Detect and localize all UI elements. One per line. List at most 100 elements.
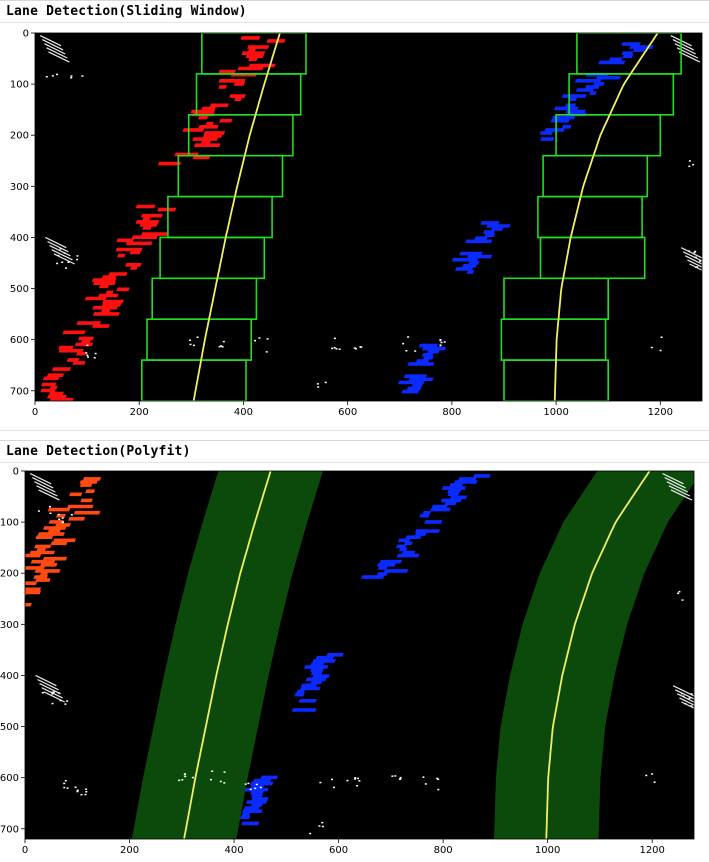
left-lane-pixel [116,238,134,243]
left-lane-pixel [30,559,56,564]
left-lane-pixel [140,213,163,218]
right-lane-pixel [490,227,504,231]
right-lane-pixel [251,794,263,798]
noise-pixel [659,349,662,352]
x-tick-label: 800 [442,407,461,418]
noise-pixel [51,693,54,695]
noise-pixel [63,786,66,789]
right-lane-pixel [424,520,443,524]
right-lane-pixel [458,477,477,481]
lane-marking-streak [664,477,686,489]
left-lane-pixel [101,275,117,279]
right-lane-pixel [622,54,634,59]
left-lane-pixel [93,281,116,285]
right-lane-pixel [401,389,420,394]
right-lane-pixel [415,359,430,363]
lane-marking-streak [43,691,65,703]
noise-pixel [68,446,70,448]
lane-marking-streak [29,473,52,485]
noise-pixel [210,778,212,781]
x-tick-label: 1000 [535,845,560,856]
noise-pixel [443,341,446,343]
lane-marking-streak [48,51,70,63]
left-lane-pixel [247,48,257,52]
x-tick-label: 1200 [639,845,664,856]
right-fit-line [545,471,651,839]
noise-pixel [41,692,44,694]
right-lane-pixel [598,60,626,65]
noise-pixel [254,339,256,342]
right-lane-pixel [426,349,440,354]
noise-pixel [51,702,54,705]
y-tick-label: 300 [0,620,19,631]
left-lane-pixel [240,36,261,40]
noise-pixel [651,773,654,775]
noise-pixel [61,261,64,263]
noise-pixel [688,697,691,699]
left-lane-pixel [58,348,84,353]
right-lane-pixel [484,233,496,237]
x-tick-label: 0 [32,407,38,418]
noise-pixel [333,347,336,349]
noise-pixel [354,777,357,779]
noise-pixel [660,336,663,338]
noise-pixel [440,341,443,344]
noise-pixel [255,783,258,786]
right-lane-pixel [291,708,317,712]
noise-pixel [650,346,653,349]
left-lane-pixel [29,550,56,555]
right-lane-pixel [621,51,634,56]
left-lane-pixel [52,538,77,543]
left-fit-line [183,471,272,839]
left-lane-pixel [58,345,74,350]
left-lane-pixel [80,498,93,503]
left-lane-pixel [116,287,130,292]
polyfit-title-bar: Lane Detection(Polyfit) [0,440,709,463]
noise-pixel [178,779,181,782]
noise-pixel [688,165,691,168]
y-tick-label: 500 [0,722,19,733]
noise-pixel [61,517,64,519]
y-tick-label: 0 [23,29,29,40]
right-lane-pixel [411,383,423,388]
noise-pixel [681,599,684,601]
y-tick-label: 700 [0,824,19,835]
right-lane-pixel [249,781,274,786]
right-lane-pixel [260,775,279,780]
right-lane-pixel [403,374,428,378]
noise-pixel [87,356,89,358]
x-tick-label: 0 [22,845,28,856]
left-lane-pixel [67,504,94,509]
left-lane-pixel [25,553,42,558]
left-lane-pixel [248,57,258,62]
right-lane-pixel [377,566,388,570]
noise-pixel [71,436,73,438]
noise-pixel [223,771,226,773]
right-lane-pixel [250,803,263,807]
noise-pixel [353,347,356,349]
right-lane-pixel [451,257,479,262]
noise-pixel [437,778,440,781]
cell-divider [0,22,709,23]
lane-marking-streak [51,249,73,261]
left-lane-pixel [202,134,223,138]
noise-pixel [678,590,681,593]
right-lane-pixel [632,48,646,52]
lane-marking-streak [38,489,60,501]
lane-marking-streak [678,51,701,63]
noise-pixel [694,250,697,253]
noise-pixel [51,691,54,693]
noise-pixel [86,354,89,356]
noise-pixel [258,337,261,339]
lane-marking-streak [681,701,694,709]
left-lane-pixel [55,523,71,527]
right-lane-pixel [621,42,641,46]
right-lane-pixel [397,538,411,543]
lane-marking-streak [36,485,58,497]
right-lane-pixel [561,94,587,98]
right-lane-pixel [430,507,451,512]
right-lane-pixel [243,806,260,810]
noise-pixel [424,783,427,785]
lane-marking-streak [679,697,694,706]
